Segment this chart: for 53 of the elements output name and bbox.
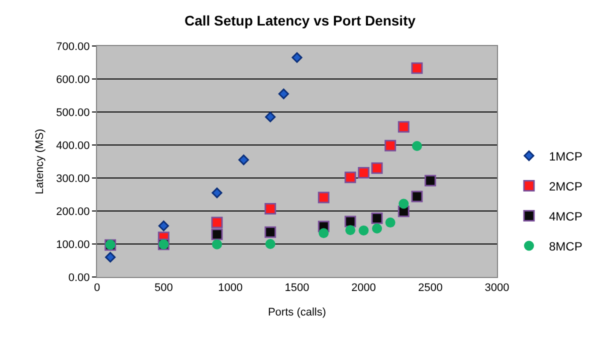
point [424,174,436,186]
point [212,239,222,250]
y-tick-label: 600.00 [56,74,90,86]
x-tick-label: 2500 [418,282,443,294]
x-tick-label: 500 [154,282,173,294]
x-tick-label: 0 [94,282,100,294]
point [278,88,289,100]
point [412,140,422,151]
point [411,190,423,202]
point [385,218,396,228]
point [398,121,410,133]
point [371,212,383,224]
y-tick-label: 400.00 [56,140,90,152]
point [318,192,330,204]
point [318,228,329,238]
point [358,225,369,236]
point [371,162,383,174]
point [265,239,276,249]
x-axis-title: Ports (calls) [268,306,326,318]
point [292,52,302,63]
point [411,62,423,74]
y-tick-label: 100.00 [56,238,90,251]
point [211,228,223,240]
point [372,223,382,234]
y-tick-label: 200.00 [56,206,90,218]
legend-label: 8MCP [549,239,582,254]
y-tick-label: 300.00 [56,172,90,185]
x-tick-label: 3000 [484,282,510,294]
point [265,112,276,122]
point [358,166,370,178]
point [264,202,276,214]
x-tick-label: 1000 [218,282,243,294]
legend-label: 1MCP [549,149,582,164]
x-tick-label: 1500 [284,282,310,294]
x-tick-label: 2000 [351,282,376,294]
point [105,252,116,262]
point [211,216,223,228]
point [344,216,356,228]
y-tick-label: 0.00 [68,272,90,284]
legend-label: 2MCP [549,179,582,194]
point [344,172,356,184]
point [158,220,169,232]
point [384,140,396,152]
point [398,198,409,209]
legend-label: 4MCP [549,209,582,224]
y-tick-label: 500.00 [56,106,90,119]
point [345,225,356,236]
point [212,188,222,198]
y-tick-label: 700.00 [56,40,90,53]
point [238,154,249,166]
point [264,226,276,238]
chart-title: Call Setup Latency vs Port Density [184,12,416,29]
y-axis-title: Latency (MS) [34,128,46,194]
